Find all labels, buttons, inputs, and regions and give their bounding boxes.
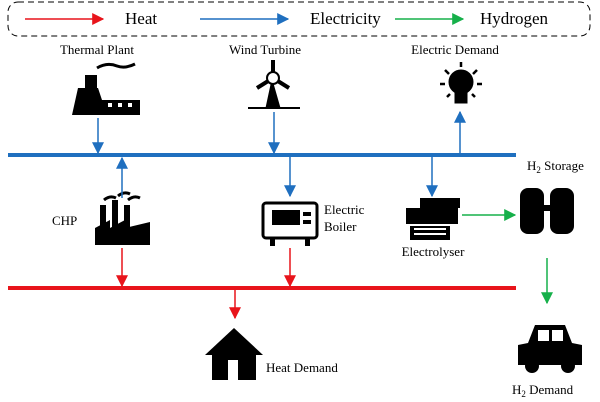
car-icon [518,325,582,373]
node-label: H2 Storage [527,158,584,175]
chp-icon [95,191,150,245]
thermal-plant-icon [72,62,140,115]
legend-box [7,1,591,37]
node-label: CHP [52,213,77,228]
node-label: Wind Turbine [229,42,301,57]
bulb-icon [440,62,482,104]
node-label: Heat Demand [266,360,338,375]
electrolyser-icon [406,198,460,240]
node-label: Electric [324,202,365,217]
node-label: Electrolyser [402,244,465,259]
wind-turbine-icon [248,60,300,109]
node-label: Boiler [324,219,357,234]
legend-label: Electricity [310,9,381,28]
node-label: H2 Demand [512,382,574,399]
node-label: Thermal Plant [60,42,134,57]
legend-label: Heat [125,9,157,28]
electric-boiler-icon [261,201,319,246]
node-label: Electric Demand [411,42,499,57]
h2-storage-icon [520,188,574,234]
legend-label: Hydrogen [480,9,548,28]
house-icon [205,328,263,380]
